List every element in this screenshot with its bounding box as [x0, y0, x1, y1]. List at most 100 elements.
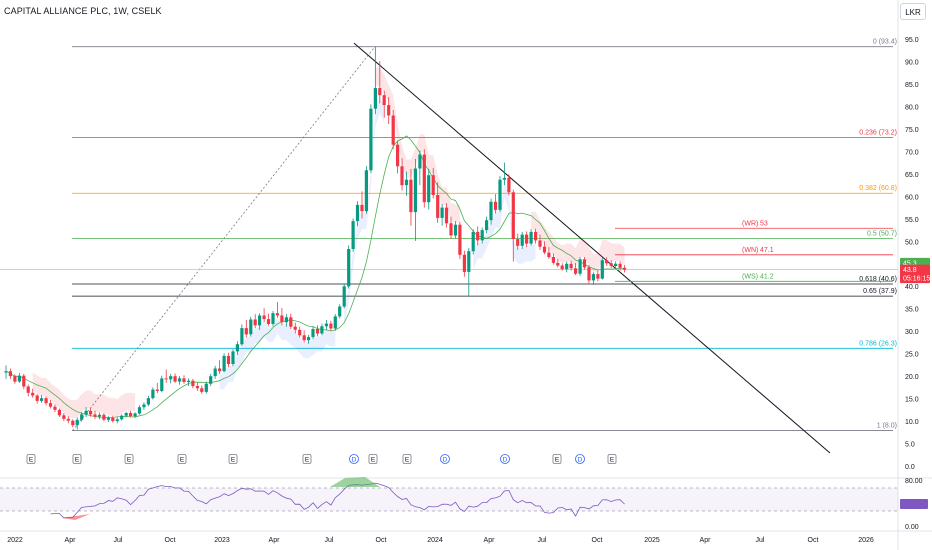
candle-body: [582, 259, 587, 268]
resistance-cloud: [32, 372, 136, 419]
candle-body: [364, 170, 368, 212]
dividend-icon: [349, 454, 359, 464]
dividend-marker: D: [500, 454, 510, 464]
earnings-icon: [124, 454, 134, 464]
candle-body: [115, 419, 119, 422]
candle-body: [244, 328, 248, 335]
candle-body: [413, 168, 417, 213]
price-tick: 60.0: [905, 194, 919, 201]
candle-body: [609, 263, 613, 266]
candle-body: [471, 231, 475, 252]
candle-body: [173, 376, 177, 382]
candle-body: [280, 315, 284, 323]
candle-body: [467, 251, 471, 272]
rsi-oversold-fill: [62, 514, 90, 520]
fib-label: 0.236 (73.2): [859, 129, 897, 136]
time-tick: 2025: [644, 537, 660, 544]
candle-body: [453, 224, 458, 236]
candle-body: [169, 376, 173, 380]
pivot-value: 53: [760, 220, 768, 227]
event-letter: E: [29, 457, 34, 464]
earnings-marker: E: [368, 454, 378, 464]
earnings-marker: E: [26, 454, 36, 464]
price-badge-text: 05:16:15: [903, 276, 930, 283]
candle-body: [258, 315, 262, 326]
candle-body: [591, 274, 595, 281]
candle-body: [565, 263, 569, 270]
dashed-uptrend-line: [72, 46, 376, 431]
price-tick: 70.0: [905, 149, 919, 156]
event-letter: D: [443, 457, 448, 464]
currency-button[interactable]: LKR: [900, 3, 926, 20]
event-letter: D: [503, 457, 508, 464]
candle-body: [40, 398, 44, 401]
price-tick: 5.0: [905, 442, 915, 449]
dividend-icon: [575, 454, 585, 464]
earnings-icon: [402, 454, 412, 464]
candle-body: [213, 368, 217, 377]
candle-body: [489, 201, 493, 221]
candle-body: [75, 419, 79, 426]
candle-body: [146, 398, 150, 405]
event-letter: E: [127, 457, 132, 464]
candle-body: [315, 329, 320, 334]
candle-body: [164, 378, 168, 380]
earnings-icon: [552, 454, 562, 464]
time-axis: 2022 Apr Jul Oct 2023 Apr Jul Oct 2024 Apr Jul Oct 2…: [7, 537, 874, 544]
price-tick: 75.0: [905, 127, 919, 134]
candle-body: [493, 201, 498, 210]
price-tick: 50.0: [905, 239, 919, 246]
support-cloud: [219, 317, 336, 390]
dividend-icon: [440, 454, 450, 464]
candle-body: [71, 420, 75, 426]
time-tick: Oct: [165, 537, 176, 544]
candle-body: [547, 252, 551, 258]
fibonacci-retracement: 0 (93.4) 0.236 (73.2) 0.382 (60.8) 0.5 (50.…: [72, 39, 897, 431]
earnings-marker: E: [607, 454, 617, 464]
price-tick: 35.0: [905, 307, 919, 314]
candle-body: [302, 335, 306, 341]
candle-body: [351, 221, 355, 249]
rsi-line: [50, 482, 625, 519]
resistance-cloud: [375, 67, 460, 223]
time-tick: 2023: [214, 537, 230, 544]
earnings-marker: E: [302, 454, 312, 464]
candle-body: [35, 395, 39, 401]
time-tick: 2022: [7, 537, 23, 544]
drawing-lines: [0, 42, 898, 454]
candle-body: [342, 286, 346, 307]
candle-body: [289, 317, 293, 327]
candle-body: [129, 413, 133, 417]
price-tick: 85.0: [905, 82, 919, 89]
pivot-label: (WN): [742, 247, 758, 254]
candle-body: [516, 239, 520, 246]
candle-body: [396, 144, 400, 167]
price-tick: 95.0: [905, 37, 919, 44]
candle-body: [324, 323, 328, 327]
earnings-icon: [302, 454, 312, 464]
candle-body: [106, 418, 110, 420]
candle-body: [578, 259, 582, 274]
candle-body: [178, 378, 182, 382]
candle-body: [275, 313, 279, 316]
candle-body: [13, 376, 17, 382]
candle-body: [298, 329, 302, 336]
candle-body: [186, 380, 191, 382]
candle-body: [378, 88, 382, 96]
price-tick: 80.0: [905, 104, 919, 111]
price-tick: 40.0: [905, 284, 919, 291]
candle-body: [97, 414, 102, 417]
earnings-marker: E: [402, 454, 412, 464]
candle-body: [422, 154, 426, 203]
earnings-marker: E: [552, 454, 562, 464]
moving-average-line: [5, 135, 625, 418]
candle-body: [57, 409, 61, 416]
event-letter: E: [231, 457, 236, 464]
candle-body: [369, 108, 373, 171]
candle-body: [182, 378, 186, 382]
candle-body: [391, 115, 395, 145]
candle-body: [160, 378, 164, 391]
candle-body: [382, 95, 386, 106]
candle-body: [311, 329, 315, 338]
